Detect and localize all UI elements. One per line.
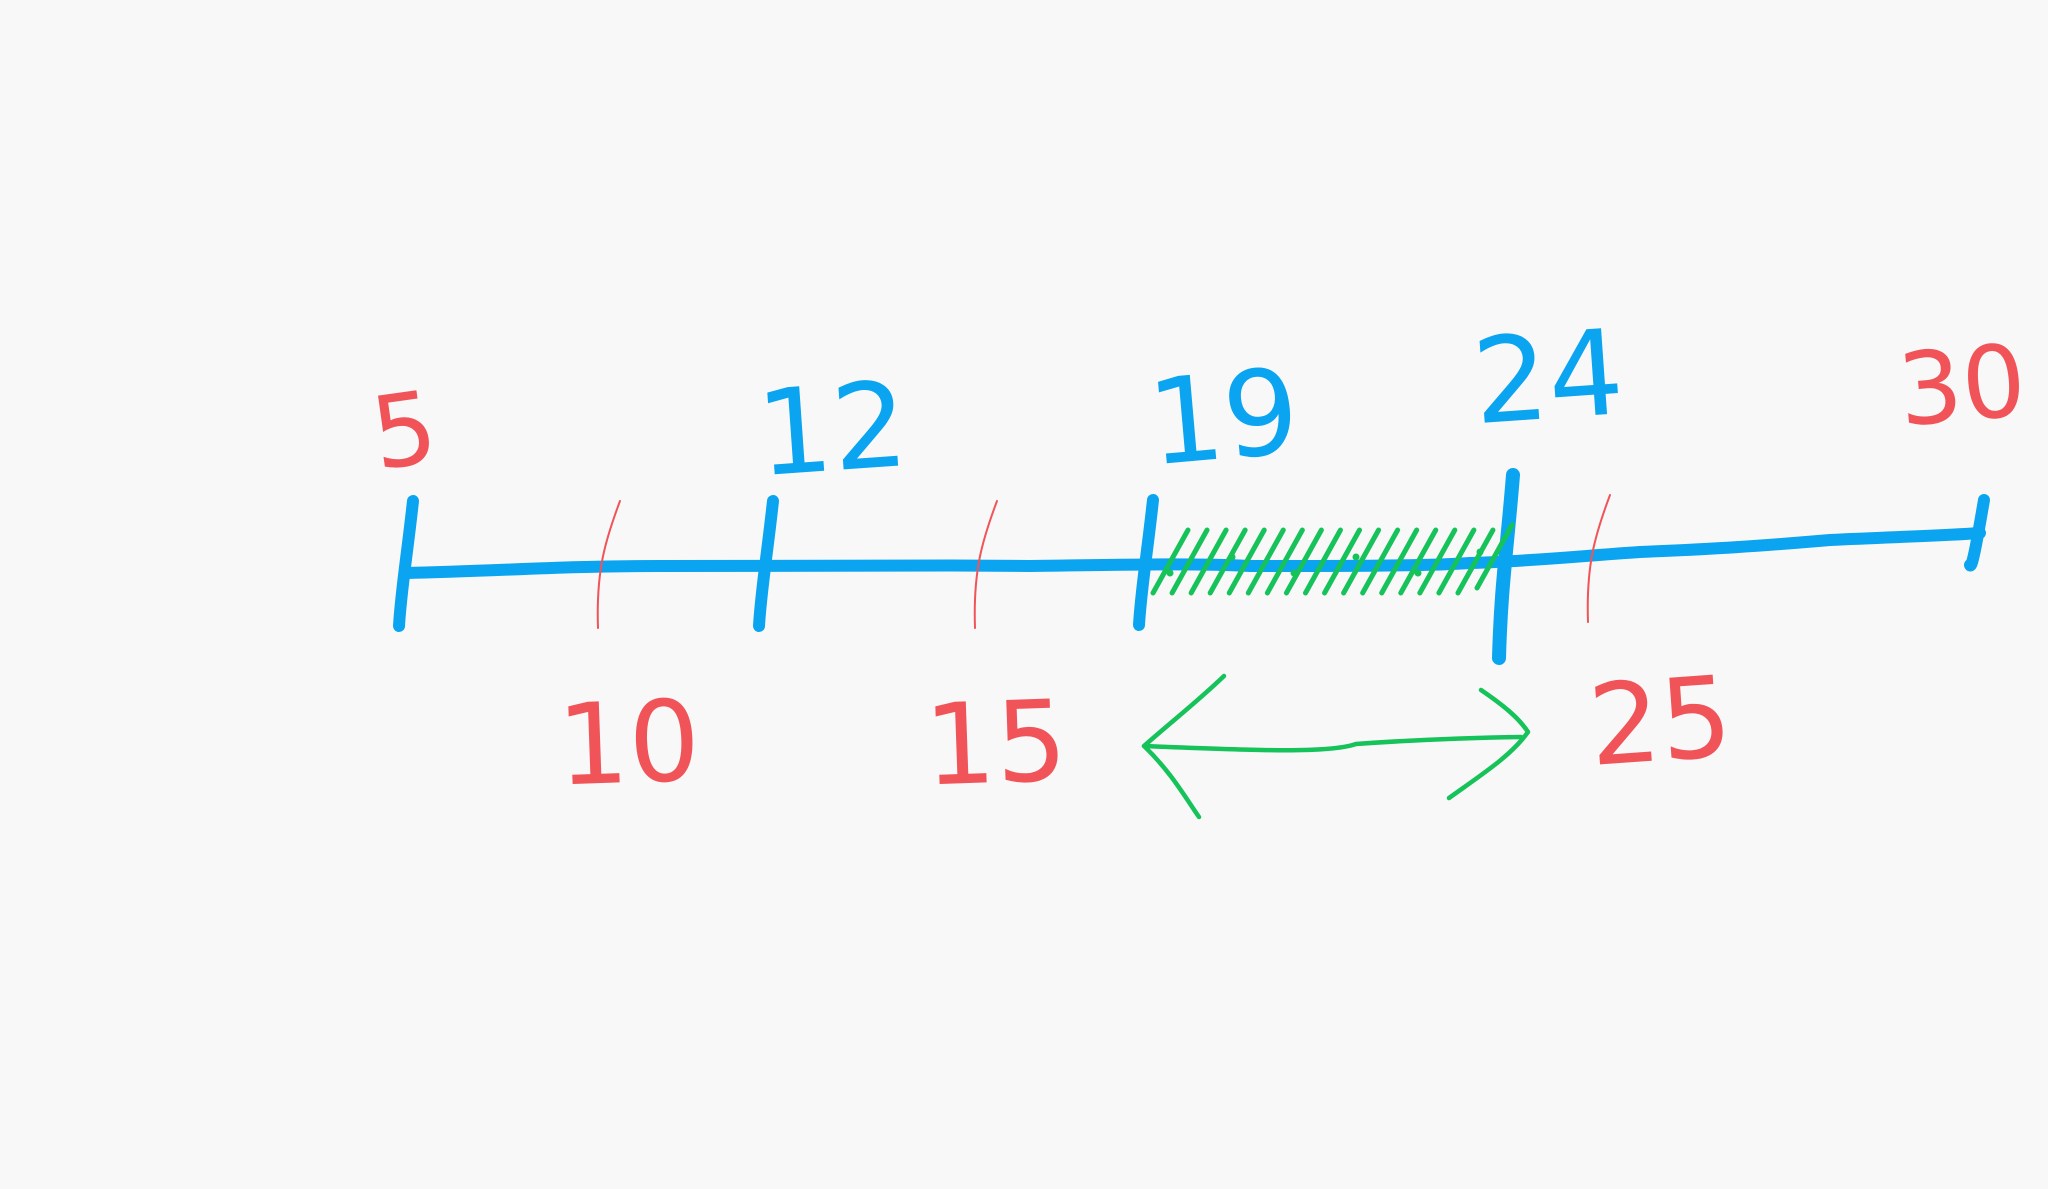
blue-major-ticks <box>393 468 1990 665</box>
green-hatch-mark <box>1474 522 1515 591</box>
green-hatch-mark <box>1360 527 1401 596</box>
green-hatch-mark <box>1455 527 1496 596</box>
green-hatch-mark <box>1169 527 1210 596</box>
blue-major-tick-5 <box>393 495 419 632</box>
green-hatch-marks <box>1150 522 1515 596</box>
blue-major-tick-24 <box>1492 468 1520 665</box>
number-line-axis <box>399 527 1986 579</box>
red-label-15: 15 <box>922 677 1069 812</box>
arrow-shaft <box>1141 734 1524 753</box>
blue-label-12: 12 <box>752 355 911 503</box>
blue-label-19: 19 <box>1143 342 1305 493</box>
red-label-10: 10 <box>555 677 702 812</box>
arrow-left-head <box>1141 673 1227 820</box>
green-hatch-dot <box>1476 548 1484 556</box>
green-hatch-dot <box>1290 569 1298 577</box>
red-minor-tick-10 <box>596 500 621 629</box>
green-hatch-mark <box>1379 527 1420 596</box>
blue-label-24: 24 <box>1468 303 1627 451</box>
red-minor-tick-25 <box>1586 494 1611 623</box>
green-hatch-mark <box>1226 527 1267 596</box>
blue-axis-line-group <box>399 527 1986 579</box>
arrow-right-head <box>1446 687 1531 801</box>
green-hatch-mark <box>1188 527 1229 596</box>
green-hatch-dot <box>1228 553 1236 561</box>
red-label-25: 25 <box>1585 652 1736 792</box>
green-hatch-mark <box>1322 527 1363 596</box>
green-hatch-dot <box>1352 553 1360 561</box>
green-hatch-mark <box>1436 527 1477 596</box>
blue-major-tick-12 <box>753 495 779 632</box>
green-hatch-mark <box>1341 527 1382 596</box>
green-hatch-mark <box>1283 527 1324 596</box>
blue-major-tick-19 <box>1133 494 1159 631</box>
red-minor-ticks <box>596 494 1611 629</box>
green-double-arrow <box>1141 673 1531 820</box>
green-hatch-mark <box>1264 527 1305 596</box>
green-hatch-mark <box>1150 527 1191 596</box>
blue-major-tick-30 <box>1964 494 1990 572</box>
green-hatch-dot <box>1166 569 1174 577</box>
red-end-label-30: 30 <box>1894 322 2031 450</box>
green-hatch-mark <box>1207 527 1248 596</box>
red-minor-tick-15 <box>973 500 998 629</box>
green-hatch-mark <box>1302 527 1343 596</box>
green-hatch-mark <box>1398 527 1439 596</box>
green-hatch-mark <box>1417 527 1458 596</box>
green-hatch-dot <box>1414 569 1422 577</box>
green-hatch-mark <box>1245 527 1286 596</box>
